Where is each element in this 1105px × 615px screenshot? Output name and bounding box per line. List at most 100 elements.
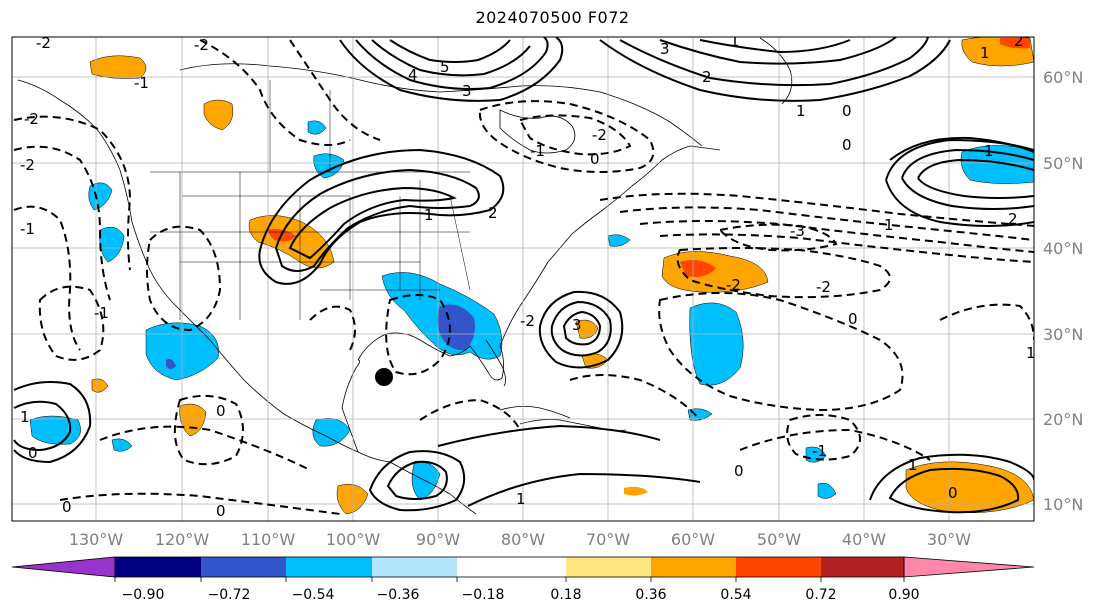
east-coast	[499, 145, 721, 347]
clabel-pos: 1	[908, 456, 918, 474]
shade-blue-14	[111, 438, 133, 452]
lon-label: 70°W	[586, 530, 630, 549]
clabel-pos: 4	[408, 66, 418, 84]
lon-label: 80°W	[501, 530, 545, 549]
lon-label: 120°W	[155, 530, 210, 549]
clabel-zero: 0	[590, 150, 600, 168]
shade-blue-2	[689, 302, 744, 386]
clabel-pos: 5	[440, 58, 450, 76]
colorbar-tick: 0.36	[635, 587, 666, 603]
clabel-zero: 0	[216, 502, 226, 520]
clabel-zero: 0	[848, 310, 858, 328]
shade-orange-2	[203, 99, 234, 131]
lon-label: 90°W	[416, 530, 460, 549]
lon-label: 40°W	[842, 530, 886, 549]
lon-label: 50°W	[757, 530, 801, 549]
clabel-neg: -2	[592, 126, 607, 144]
florida	[485, 339, 506, 387]
shade-orange-1	[89, 55, 147, 79]
colorbar-tick: 0.54	[720, 587, 751, 603]
clabel-neg: -1	[94, 304, 109, 322]
clabel-neg: -2	[20, 156, 35, 174]
clabel-zero: 0	[28, 444, 38, 462]
colorbar-arrow-left	[11, 556, 116, 578]
shade-orange-7	[179, 403, 207, 437]
lat-label: 60°N	[1043, 68, 1083, 87]
storm-center-marker	[375, 368, 393, 386]
clabel-zero: 0	[842, 136, 852, 154]
clabel-pos: 1	[796, 102, 806, 120]
lat-label: 30°N	[1043, 325, 1083, 344]
shade-blue-15	[817, 482, 837, 499]
contour-labels: 5 4 3 2 1 1 2 3 1 1 2 1 1 2 3 1 1 1 1 0 …	[20, 32, 1034, 520]
clabel-pos: 2	[1014, 32, 1024, 50]
clabel-pos: 3	[572, 316, 582, 334]
shade-blue-9	[312, 418, 351, 447]
shade-red-11	[1000, 38, 1030, 49]
colorbar-swatch	[821, 557, 904, 577]
map-title: 2024070500 F072	[475, 8, 630, 27]
clabel-pos: 1	[884, 216, 894, 234]
clabel-neg: -2	[24, 110, 39, 128]
border-layer	[150, 80, 471, 320]
clabel-pos: 2	[1008, 210, 1018, 228]
clabel-neg: -1	[812, 442, 827, 460]
lon-label: 110°W	[241, 530, 296, 549]
negative-contours	[13, 39, 1034, 515]
colorbar-swatch	[736, 557, 821, 577]
shade-blue-5	[88, 182, 113, 211]
clabel-neg: -2	[816, 278, 831, 296]
lon-label: 30°W	[927, 530, 971, 549]
colorbar-tick: −0.18	[462, 587, 505, 603]
colorbar: −0.90 −0.72 −0.54 −0.36 −0.18 0.18 0.36 …	[11, 556, 1035, 603]
lat-label: 10°N	[1043, 495, 1083, 514]
colorbar-tick: −0.72	[208, 587, 251, 603]
colorbar-swatch	[201, 557, 286, 577]
shade-blue-12	[805, 446, 827, 463]
clabel-neg: -2	[520, 312, 535, 330]
clabel-neg: -1	[20, 220, 35, 238]
clabel-zero: 0	[216, 402, 226, 420]
colorbar-swatch	[372, 557, 457, 577]
shade-darkblue-1	[437, 304, 475, 351]
clabel-pos: 1	[424, 206, 434, 224]
mexico-coast	[341, 359, 360, 453]
grid-layer	[12, 37, 1034, 521]
clabel-pos: 2	[488, 204, 498, 222]
shade-blue-11	[607, 234, 631, 247]
colorbar-tick: −0.54	[292, 587, 335, 603]
colorbar-swatch	[286, 557, 372, 577]
map-frame	[11, 36, 1035, 522]
shade-darkblue-3	[166, 358, 176, 369]
clabel-pos: 1	[516, 490, 526, 508]
cuba	[499, 406, 571, 419]
positive-contours	[13, 37, 1034, 514]
hudson-bay	[499, 109, 576, 154]
colorbar-tick: 0.18	[550, 587, 581, 603]
colorbar-tick: 0.90	[888, 587, 919, 603]
colorbar-tick: −0.90	[122, 587, 165, 603]
clabel-pos: 1	[20, 408, 30, 426]
clabel-pos: 2	[702, 68, 712, 86]
shade-orange-9	[336, 484, 369, 515]
clabel-neg: -3	[790, 222, 805, 240]
clabel-zero: 0	[842, 102, 852, 120]
greenland-tip	[759, 37, 793, 105]
lat-label: 20°N	[1043, 410, 1083, 429]
colorbar-swatch	[115, 557, 201, 577]
lat-label: 40°N	[1043, 239, 1083, 258]
colorbar-swatch	[651, 557, 736, 577]
gulf-coast	[357, 332, 504, 381]
clabel-neg: -2	[726, 276, 741, 294]
shade-red-4	[680, 260, 716, 277]
clabel-pos: 1	[984, 142, 994, 160]
shade-blue-16	[307, 120, 327, 135]
lat-label: 50°N	[1043, 154, 1083, 173]
clabel-pos: 1	[980, 44, 990, 62]
latitude-labels: 60°N 50°N 40°N 30°N 20°N 10°N	[1043, 68, 1083, 514]
clabel-zero: 0	[734, 462, 744, 480]
lon-label: 100°W	[326, 530, 381, 549]
canada-north	[179, 63, 703, 147]
clabel-pos: 3	[462, 82, 472, 100]
